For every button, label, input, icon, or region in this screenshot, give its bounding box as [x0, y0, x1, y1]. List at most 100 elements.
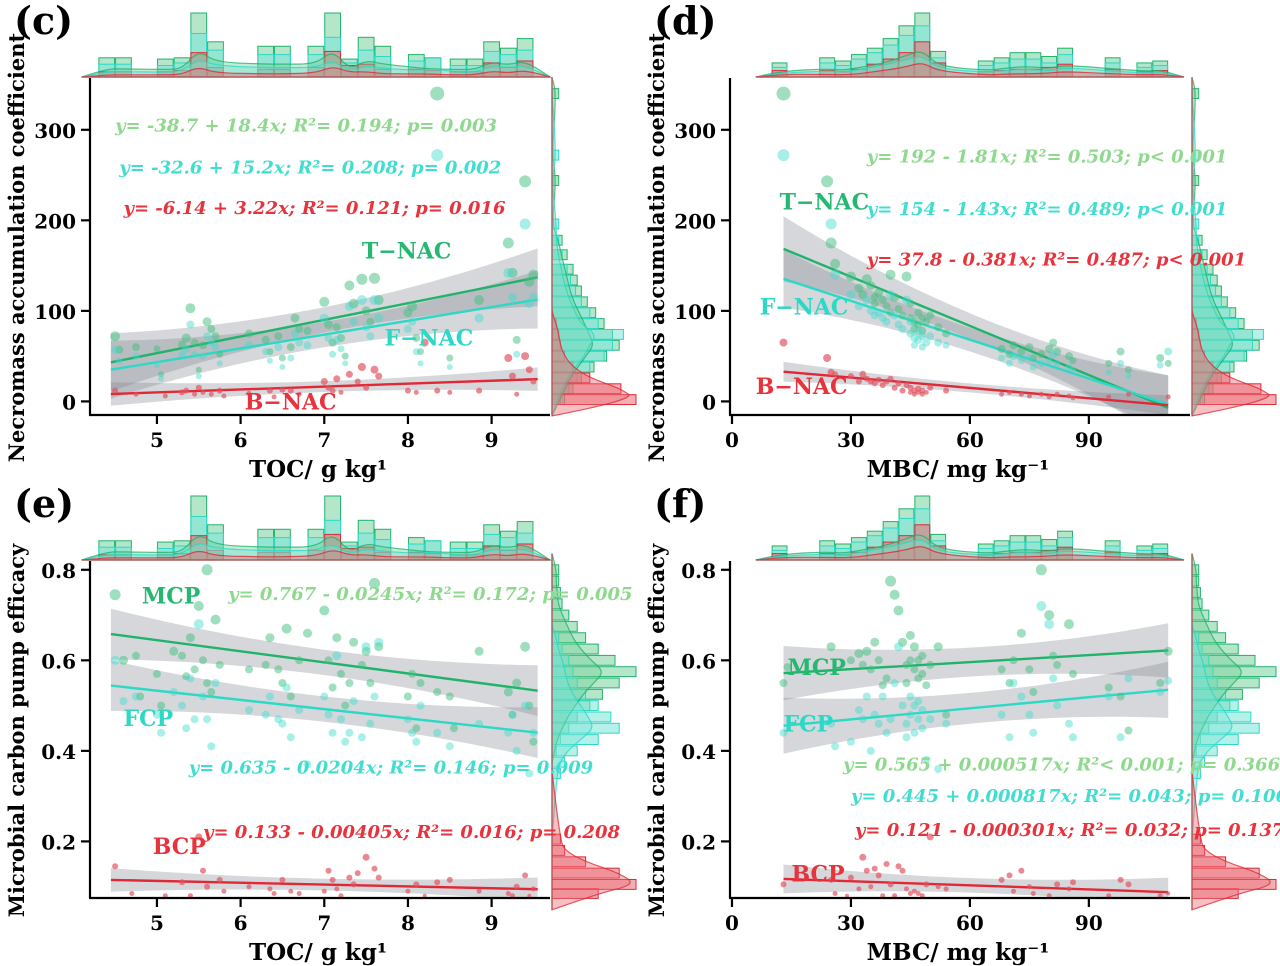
series-label-F−NAC: F−NAC — [385, 325, 474, 351]
regression-line-FCP — [783, 688, 1169, 727]
axes — [721, 561, 1190, 907]
equation-MCP: y= 0.767 - 0.0245x; R²= 0.172; p= 0.005 — [227, 584, 632, 605]
x-tick-label: 5 — [150, 911, 164, 935]
plot-area — [110, 86, 539, 406]
x-tick-label: 0 — [725, 428, 739, 452]
equation-MCP: y= 0.565 + 0.000517x; R²< 0.001; p= 0.36… — [842, 754, 1280, 775]
x-tick-label: 7 — [317, 911, 331, 935]
red-density-right — [1191, 553, 1271, 911]
panel-e-chart: y= 0.767 - 0.0245x; R²= 0.172; p= 0.005 M… — [4, 495, 637, 966]
axes — [81, 78, 550, 424]
green-density-top — [755, 51, 1185, 78]
x-tick-label: 30 — [837, 911, 865, 935]
x-tick-label: 60 — [956, 428, 984, 452]
panel-d-chart: y= 192 - 1.81x; R²= 0.503; p< 0.001 T−NAC… — [644, 12, 1277, 483]
equation-BCP: y= 0.133 - 0.00405x; R²= 0.016; p= 0.208 — [202, 822, 620, 843]
y-tick-label: 0.2 — [41, 830, 76, 854]
series-label-F−NAC: F−NAC — [760, 295, 849, 321]
regression-line-F−NAC — [783, 277, 1169, 406]
right-histogram — [1191, 553, 1277, 911]
regression-line-MCP — [110, 632, 538, 692]
y-axis-label: Necromass accumulation coefficient — [4, 32, 29, 462]
x-tick-label: 30 — [837, 428, 865, 452]
scatter-series-FCP — [110, 619, 538, 778]
y-tick-label: 200 — [674, 209, 716, 233]
x-tick-label: 9 — [485, 911, 499, 935]
scatter-series-F−NAC — [777, 149, 1173, 380]
red-density-top — [81, 67, 551, 78]
regression-line-B−NAC — [783, 370, 1169, 407]
green-density-top — [81, 53, 553, 78]
plot-area — [109, 564, 538, 898]
x-tick-label: 5 — [150, 428, 164, 452]
panel-letter-f: (f) — [654, 481, 707, 526]
series-label-T−NAC: T−NAC — [362, 238, 452, 264]
series-label-B−NAC: B−NAC — [245, 390, 337, 416]
x-tick-label: 0 — [725, 911, 739, 935]
green-density-top — [755, 534, 1185, 561]
scatter-series-BCP — [780, 833, 1171, 898]
series-label-MCP: MCP — [142, 584, 200, 610]
scatter-series-BCP — [112, 833, 536, 898]
y-tick-label: 0.4 — [41, 740, 76, 764]
equation-B−NAC: y= 37.8 - 0.381x; R²= 0.487; p< 0.001 — [866, 250, 1246, 271]
red-density-right — [551, 553, 631, 911]
scatter-series-T−NAC — [776, 86, 1172, 374]
y-tick-label: 300 — [34, 119, 76, 143]
right-histogram — [551, 553, 637, 911]
panel-letter-e: (e) — [14, 481, 75, 526]
cyan-density-right — [1191, 77, 1235, 417]
panel-letter-d: (d) — [654, 0, 717, 43]
y-tick-label: 300 — [674, 119, 716, 143]
y-tick-label: 0 — [702, 390, 716, 414]
x-tick-label: 90 — [1075, 911, 1103, 935]
equation-T−NAC: y= 192 - 1.81x; R²= 0.503; p< 0.001 — [866, 146, 1228, 167]
series-label-BCP: BCP — [792, 861, 845, 887]
y-tick-label: 0.4 — [681, 740, 716, 764]
panel-letter-c: (c) — [14, 0, 74, 43]
equation-FCP: y= 0.445 + 0.000817x; R²= 0.043; p= 0.10… — [850, 786, 1280, 807]
regression-line-FCP — [110, 684, 538, 734]
scatter-series-B−NAC — [112, 338, 537, 400]
confidence-band-BCP — [110, 868, 538, 898]
y-tick-label: 0.6 — [681, 649, 716, 673]
plot-area — [776, 86, 1173, 415]
plot-area — [779, 564, 1173, 898]
cyan-density-right — [551, 77, 595, 417]
equation-T−NAC: y= -38.7 + 18.4x; R²= 0.194; p= 0.003 — [114, 116, 497, 137]
red-density-top — [755, 546, 1185, 561]
red-density-right — [551, 77, 630, 417]
y-tick-label: 0.2 — [681, 830, 716, 854]
series-label-FCP: FCP — [124, 706, 174, 732]
x-axis-label: TOC/ g kg¹ — [249, 456, 387, 483]
equation-F−NAC: y= 154 - 1.43x; R²= 0.489; p< 0.001 — [866, 199, 1228, 220]
scatter-series-FCP — [779, 601, 1173, 773]
right-histogram — [551, 77, 637, 417]
y-tick-label: 100 — [34, 300, 76, 324]
equation-F−NAC: y= -32.6 + 15.2x; R²= 0.208; p= 0.002 — [118, 157, 501, 178]
red-density-top — [755, 63, 1185, 78]
x-axis-label: MBC/ mg kg⁻¹ — [867, 939, 1050, 966]
scatter-series-T−NAC — [110, 86, 539, 378]
x-tick-label: 9 — [485, 428, 499, 452]
regression-line-BCP — [783, 877, 1169, 894]
equation-BCP: y= 0.121 - 0.000301x; R²= 0.032; p= 0.13… — [854, 820, 1280, 841]
equation-FCP: y= 0.635 - 0.0204x; R²= 0.146; p= 0.009 — [188, 758, 594, 779]
top-histogram — [755, 495, 1185, 561]
panel-c-chart: y= -38.7 + 18.4x; R²= 0.194; p= 0.003 T−N… — [4, 12, 637, 483]
x-axis-label: TOC/ g kg¹ — [249, 939, 387, 966]
y-tick-label: 0.6 — [41, 649, 76, 673]
x-tick-label: 8 — [401, 428, 415, 452]
series-label-MCP: MCP — [788, 655, 846, 681]
y-tick-label: 0.8 — [681, 559, 716, 583]
right-histogram — [1191, 77, 1277, 417]
panel-f-chart: y= 0.565 + 0.000517x; R²< 0.001; p= 0.36… — [644, 495, 1280, 966]
scatter-series-B−NAC — [779, 338, 1171, 401]
y-axis-label: Microbial carbon pump efficacy — [4, 543, 29, 917]
cyan-density-top — [81, 543, 551, 561]
top-histogram — [81, 12, 553, 78]
top-histogram — [81, 495, 553, 561]
y-axis-label: Necromass accumulation coefficient — [644, 32, 669, 462]
red-density-top — [81, 550, 551, 561]
